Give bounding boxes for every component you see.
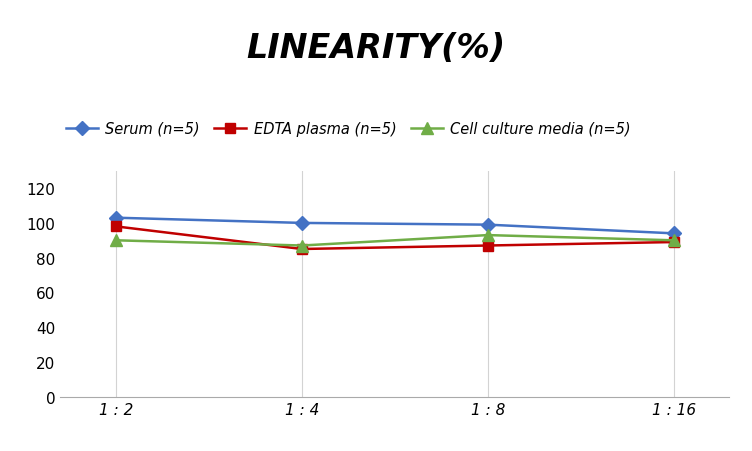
EDTA plasma (n=5) bbox=[484, 243, 493, 249]
Line: EDTA plasma (n=5): EDTA plasma (n=5) bbox=[111, 222, 678, 254]
Line: Cell culture media (n=5): Cell culture media (n=5) bbox=[111, 230, 679, 252]
Cell culture media (n=5) bbox=[297, 243, 306, 249]
Line: Serum (n=5): Serum (n=5) bbox=[111, 213, 678, 239]
EDTA plasma (n=5) bbox=[111, 224, 120, 230]
Text: LINEARITY(%): LINEARITY(%) bbox=[247, 32, 505, 64]
Serum (n=5) bbox=[111, 216, 120, 221]
Cell culture media (n=5) bbox=[484, 233, 493, 238]
Serum (n=5) bbox=[297, 221, 306, 226]
Serum (n=5) bbox=[669, 231, 678, 236]
Cell culture media (n=5) bbox=[111, 238, 120, 244]
EDTA plasma (n=5) bbox=[669, 240, 678, 245]
Cell culture media (n=5) bbox=[669, 238, 678, 244]
EDTA plasma (n=5) bbox=[297, 247, 306, 252]
Legend: Serum (n=5), EDTA plasma (n=5), Cell culture media (n=5): Serum (n=5), EDTA plasma (n=5), Cell cul… bbox=[60, 115, 637, 142]
Serum (n=5) bbox=[484, 222, 493, 228]
